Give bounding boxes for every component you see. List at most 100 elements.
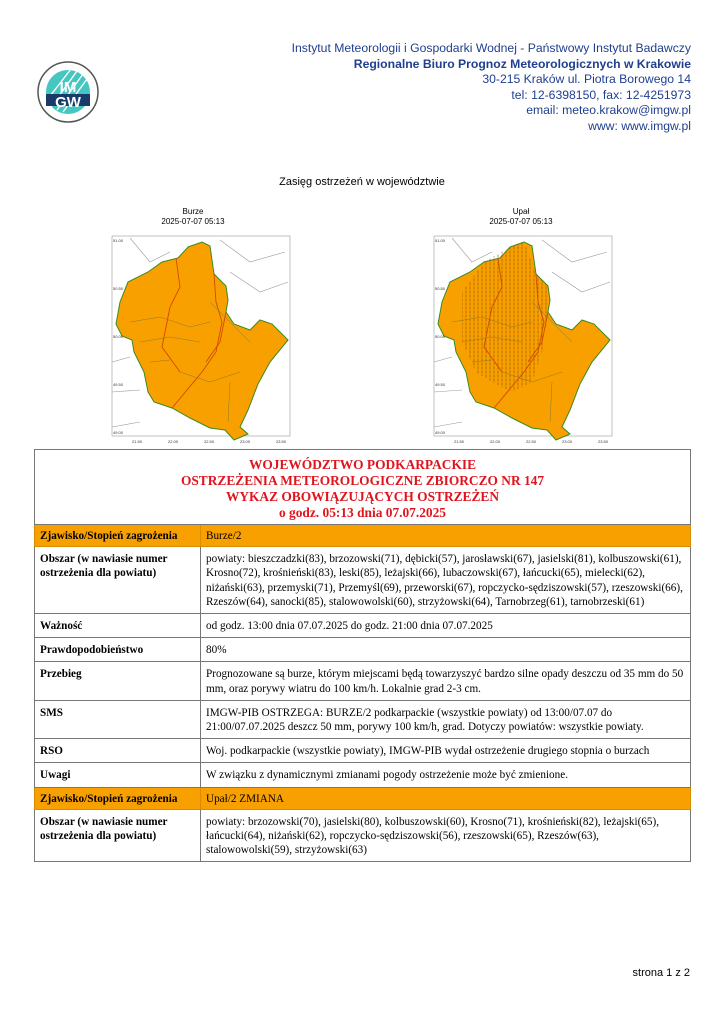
table-row-area: Obszar (w nawiasie numer ostrzeżenia dla… bbox=[34, 546, 691, 615]
row-label: SMS bbox=[34, 699, 201, 740]
row-value: od godz. 13:00 dnia 07.07.2025 do godz. … bbox=[200, 613, 691, 639]
lon-tick-label: 22.50 bbox=[526, 439, 537, 444]
lon-tick-label: 23.00 bbox=[562, 439, 573, 444]
heat-hatched-area bbox=[462, 242, 550, 392]
county-border bbox=[227, 381, 231, 423]
lat-tick-label: 50.00 bbox=[435, 334, 446, 339]
map-datetime: 2025-07-07 05:13 bbox=[161, 217, 225, 226]
map-datetime: 2025-07-07 05:13 bbox=[489, 217, 553, 226]
county-border bbox=[549, 381, 553, 423]
neighbor-border bbox=[111, 356, 131, 363]
row-value: Burze/2 bbox=[200, 523, 691, 548]
lat-tick-label: 51.00 bbox=[435, 238, 446, 243]
row-label: Przebieg bbox=[34, 661, 201, 701]
row-value: Woj. podkarpackie (wszystkie powiaty), I… bbox=[200, 738, 691, 764]
neighbor-border bbox=[111, 421, 141, 428]
subregion-border bbox=[493, 273, 545, 409]
county-border bbox=[501, 371, 563, 383]
row-value: IMGW-PIB OSTRZEGA: BURZE/2 podkarpackie … bbox=[200, 699, 691, 740]
subregion-border bbox=[483, 257, 503, 373]
lon-tick-label: 23.50 bbox=[598, 439, 609, 444]
lon-tick-label: 22.00 bbox=[168, 439, 179, 444]
table-row-probability: Prawdopodobieństwo 80% bbox=[34, 637, 691, 663]
neighbor-border bbox=[451, 237, 493, 263]
lon-tick-label: 23.50 bbox=[276, 439, 287, 444]
county-border bbox=[209, 301, 251, 343]
county-border bbox=[461, 336, 523, 343]
lon-tick-label: 22.50 bbox=[204, 439, 215, 444]
table-row-area: Obszar (w nawiasie numer ostrzeżenia dla… bbox=[34, 808, 691, 863]
table-row-remarks: Uwagi W związku z dynamicznymi zmianami p… bbox=[34, 762, 691, 788]
row-value: 80% bbox=[200, 637, 691, 663]
neighbor-border bbox=[129, 237, 171, 263]
subregion-border bbox=[527, 311, 549, 363]
row-value: Prognozowane są burze, którym miejscami … bbox=[200, 661, 691, 701]
neighbor-border bbox=[433, 421, 463, 428]
row-label: Obszar (w nawiasie numer ostrzeżenia dla… bbox=[34, 808, 201, 863]
lat-tick-label: 49.50 bbox=[113, 382, 124, 387]
imgw-logo: IM GW bbox=[37, 61, 99, 123]
neighbor-border bbox=[111, 389, 141, 393]
institute-name: Instytut Meteorologii i Gospodarki Wodne… bbox=[291, 41, 691, 55]
county-border bbox=[149, 359, 171, 363]
neighbor-border bbox=[219, 239, 286, 263]
county-border bbox=[129, 316, 211, 328]
office-name: Regionalne Biuro Prognoz Meteorologiczny… bbox=[353, 56, 691, 71]
county-border bbox=[531, 301, 573, 343]
row-value: W związku z dynamicznymi zmianami pogody… bbox=[200, 762, 691, 788]
subregion-border bbox=[161, 257, 181, 373]
neighbor-border bbox=[433, 356, 453, 363]
map-phenomenon: Burze bbox=[182, 207, 204, 216]
county-border bbox=[471, 359, 493, 363]
row-value: powiaty: bieszczadzki(83), brzozowski(71… bbox=[200, 546, 691, 615]
email-link[interactable]: email: meteo.krakow@imgw.pl bbox=[526, 103, 691, 117]
lon-tick-label: 21.50 bbox=[132, 439, 143, 444]
row-label: Obszar (w nawiasie numer ostrzeżenia dla… bbox=[34, 546, 201, 615]
lat-tick-label: 49.00 bbox=[113, 430, 124, 435]
neighbor-border bbox=[229, 271, 289, 293]
lat-tick-label: 51.00 bbox=[113, 238, 124, 243]
row-label: Uwagi bbox=[34, 762, 201, 788]
lat-tick-label: 50.00 bbox=[113, 334, 124, 339]
title-line: OSTRZEŻENIA METEOROLOGICZNE ZBIORCZO NR … bbox=[180, 473, 545, 488]
table-row-phenomenon: Zjawisko/Stopień zagrożenia Burze/2 bbox=[34, 523, 691, 548]
row-label: Zjawisko/Stopień zagrożenia bbox=[34, 786, 201, 810]
institution-header: Instytut Meteorologii i Gospodarki Wodne… bbox=[292, 41, 691, 134]
table-row-phenomenon: Zjawisko/Stopień zagrożenia Upał/2 ZMIANA bbox=[34, 786, 691, 810]
table-row-sms: SMS IMGW-PIB OSTRZEGA: BURZE/2 podkarpack… bbox=[34, 699, 691, 740]
map-phenomenon: Upał bbox=[512, 207, 530, 216]
title-line: WOJEWÓDZTWO PODKARPACKIE bbox=[248, 457, 477, 472]
svg-text:GW: GW bbox=[55, 94, 82, 111]
region-fill bbox=[115, 241, 289, 441]
table-row-course: Przebieg Prognozowane są burze, którym mi… bbox=[34, 661, 691, 701]
neighbor-border bbox=[541, 239, 608, 263]
row-label: Zjawisko/Stopień zagrożenia bbox=[34, 523, 201, 548]
title-line: o godz. 05:13 dnia 07.07.2025 bbox=[278, 505, 447, 520]
svg-text:IM: IM bbox=[60, 79, 77, 96]
lat-tick-label: 49.00 bbox=[435, 430, 446, 435]
neighbor-border bbox=[433, 389, 463, 393]
row-value: powiaty: brzozowski(70), jasielski(80), … bbox=[200, 808, 691, 863]
table-row-rso: RSO Woj. podkarpackie (wszystkie powiaty)… bbox=[34, 738, 691, 764]
address: 30-215 Kraków ul. Piotra Borowego 14 bbox=[482, 72, 691, 86]
lon-tick-label: 23.00 bbox=[240, 439, 251, 444]
subregion-border bbox=[205, 311, 227, 363]
county-border bbox=[139, 336, 201, 343]
county-border bbox=[179, 371, 241, 383]
lat-tick-label: 49.50 bbox=[435, 382, 446, 387]
map-caption-storms: Burze 2025-07-07 05:13 bbox=[123, 207, 263, 227]
row-label: RSO bbox=[34, 738, 201, 764]
neighbor-border bbox=[551, 271, 611, 293]
phone: tel: 12-6398150, fax: 12-4251973 bbox=[511, 87, 691, 102]
lat-tick-label: 50.50 bbox=[113, 286, 124, 291]
table-row-validity: Ważność od godz. 13:00 dnia 07.07.2025 do… bbox=[34, 613, 691, 639]
row-label: Ważność bbox=[34, 613, 201, 639]
lon-tick-label: 22.00 bbox=[490, 439, 501, 444]
warnings-table: WOJEWÓDZTWO PODKARPACKIE OSTRZEŻENIA MET… bbox=[34, 449, 691, 863]
map-caption-heat: Upał 2025-07-07 05:13 bbox=[451, 207, 591, 227]
county-border bbox=[451, 316, 533, 328]
page-number: strona 1 z 2 bbox=[632, 967, 690, 979]
heat-warning-map: 51.00 50.50 50.00 49.50 49.00 21.50 22.00 22.50… bbox=[433, 235, 613, 444]
row-value: Upał/2 ZMIANA bbox=[200, 786, 691, 810]
www-link[interactable]: www: www.imgw.pl bbox=[588, 118, 691, 133]
